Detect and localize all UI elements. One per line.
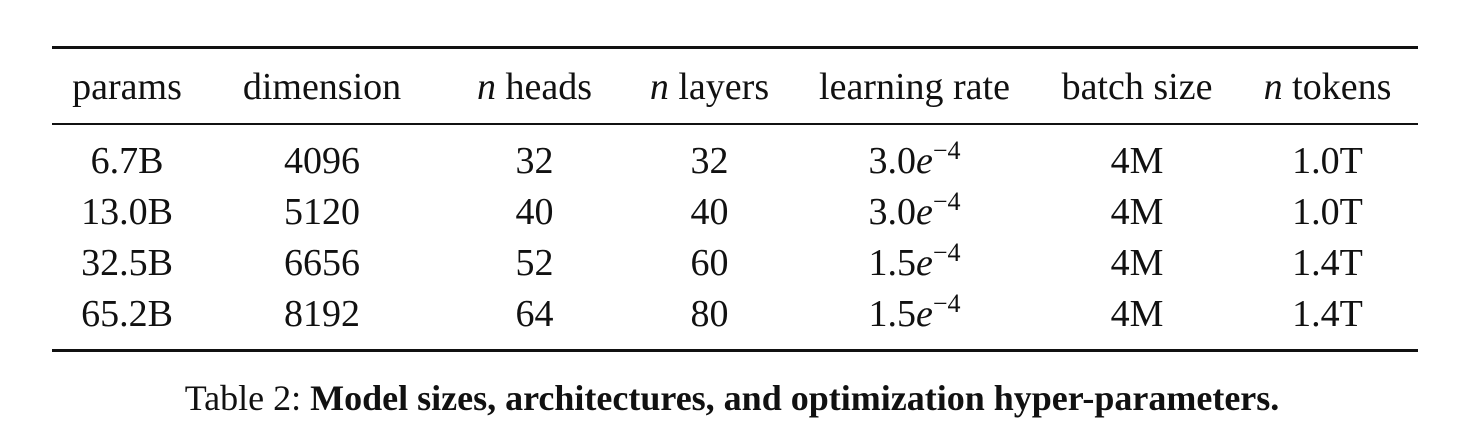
cell-params: 6.7B [52, 124, 202, 186]
cell-params: 32.5B [52, 237, 202, 288]
cell-dimension: 5120 [202, 186, 442, 237]
table-caption: Table 2: Model sizes, architectures, and… [0, 380, 1464, 416]
cell-tokens: 1.4T [1237, 237, 1418, 288]
cell-tokens: 1.4T [1237, 288, 1418, 351]
table-row: 13.0B 5120 40 40 3.0e−4 4M 1.0T [52, 186, 1418, 237]
header-params: params [52, 48, 202, 125]
cell-learning-rate: 1.5e−4 [792, 237, 1037, 288]
cell-batch-size: 4M [1037, 186, 1237, 237]
header-n-heads: n heads [442, 48, 627, 125]
cell-tokens: 1.0T [1237, 124, 1418, 186]
cell-layers: 32 [627, 124, 792, 186]
table-row: 6.7B 4096 32 32 3.0e−4 4M 1.0T [52, 124, 1418, 186]
cell-layers: 40 [627, 186, 792, 237]
cell-heads: 32 [442, 124, 627, 186]
header-batch-size: batch size [1037, 48, 1237, 125]
cell-learning-rate: 1.5e−4 [792, 288, 1037, 351]
cell-learning-rate: 3.0e−4 [792, 186, 1037, 237]
table-row: 32.5B 6656 52 60 1.5e−4 4M 1.4T [52, 237, 1418, 288]
header-learning-rate: learning rate [792, 48, 1037, 125]
hyperparameter-table: params dimension n heads n layers learni… [52, 46, 1418, 352]
cell-tokens: 1.0T [1237, 186, 1418, 237]
cell-heads: 64 [442, 288, 627, 351]
cell-params: 13.0B [52, 186, 202, 237]
header-dimension: dimension [202, 48, 442, 125]
cell-heads: 52 [442, 237, 627, 288]
header-n-tokens: n tokens [1237, 48, 1418, 125]
table-header-row: params dimension n heads n layers learni… [52, 48, 1418, 125]
cell-dimension: 4096 [202, 124, 442, 186]
cell-layers: 60 [627, 237, 792, 288]
cell-layers: 80 [627, 288, 792, 351]
caption-text: Model sizes, architectures, and optimiza… [310, 378, 1279, 418]
cell-dimension: 6656 [202, 237, 442, 288]
cell-batch-size: 4M [1037, 288, 1237, 351]
cell-learning-rate: 3.0e−4 [792, 124, 1037, 186]
cell-heads: 40 [442, 186, 627, 237]
cell-dimension: 8192 [202, 288, 442, 351]
header-n-layers: n layers [627, 48, 792, 125]
table-row: 65.2B 8192 64 80 1.5e−4 4M 1.4T [52, 288, 1418, 351]
cell-batch-size: 4M [1037, 237, 1237, 288]
caption-label: Table 2: [185, 378, 310, 418]
hyperparameter-table-container: params dimension n heads n layers learni… [52, 46, 1418, 352]
cell-params: 65.2B [52, 288, 202, 351]
cell-batch-size: 4M [1037, 124, 1237, 186]
